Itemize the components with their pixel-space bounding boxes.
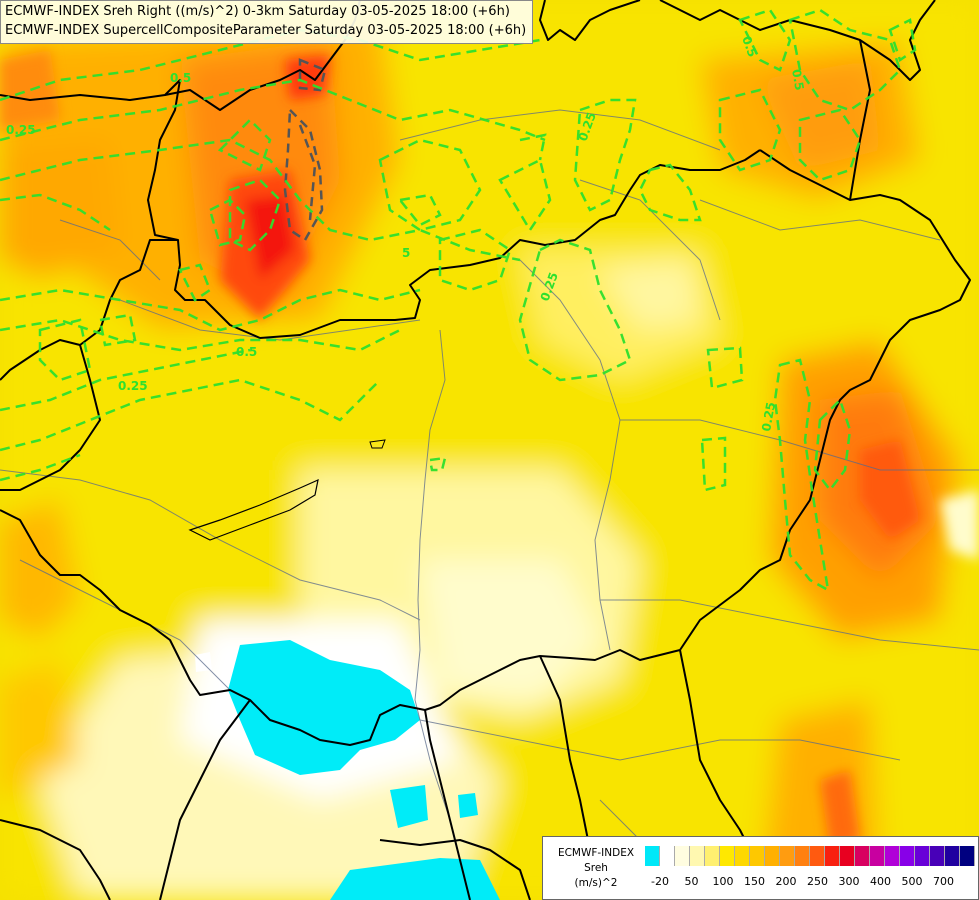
legend-tick-label: -20 bbox=[651, 875, 669, 888]
legend-tick-label: 200 bbox=[775, 875, 797, 888]
legend-swatch bbox=[705, 846, 720, 866]
legend-swatch bbox=[750, 846, 765, 866]
map-title-line-1: ECMWF-INDEX Sreh Right ((m/s)^2) 0-3km S… bbox=[5, 4, 510, 19]
negative-sreh-areas bbox=[195, 640, 500, 900]
rivers bbox=[0, 109, 979, 871]
contour-label: 0.25 bbox=[118, 379, 148, 393]
legend-tick-label: 300 bbox=[838, 875, 860, 888]
legend-tick-label: 100 bbox=[712, 875, 734, 888]
legend-swatch bbox=[810, 846, 825, 866]
legend-tick-label: 700 bbox=[933, 875, 954, 888]
legend-swatch bbox=[735, 846, 750, 866]
legend-tick-label: 400 bbox=[870, 875, 891, 888]
scp-high-contours bbox=[283, 58, 327, 242]
legend-swatch bbox=[660, 846, 675, 866]
legend-swatch bbox=[915, 846, 930, 866]
legend-swatch bbox=[780, 846, 795, 866]
map-title-line-2: ECMWF-INDEX SupercellCompositeParameter … bbox=[5, 23, 527, 38]
contour-label: 0.5 bbox=[236, 345, 257, 359]
sreh-field-peaks bbox=[0, 50, 979, 850]
contour-label: 0.5 bbox=[739, 34, 759, 59]
legend-color-scale bbox=[645, 846, 975, 866]
contour-label: 0.25 bbox=[759, 401, 778, 433]
legend-tick-label: 50 bbox=[684, 875, 699, 888]
legend-swatch bbox=[945, 846, 960, 866]
legend-swatch bbox=[900, 846, 915, 866]
legend-swatch bbox=[840, 846, 855, 866]
legend-unit: (m/s)^2 bbox=[574, 877, 618, 889]
legend-swatch bbox=[930, 846, 945, 866]
contour-label: 0.5 bbox=[789, 68, 806, 91]
legend-variable: Sreh bbox=[584, 862, 608, 874]
legend-swatch bbox=[645, 846, 660, 866]
legend-swatch bbox=[825, 846, 840, 866]
legend-swatch bbox=[795, 846, 810, 866]
legend-swatch bbox=[870, 846, 885, 866]
lake-balaton bbox=[188, 478, 319, 541]
contour-label: 5 bbox=[402, 246, 410, 260]
legend-swatch bbox=[765, 846, 780, 866]
color-legend: ECMWF-INDEX Sreh (m/s)^2 -20 50 100 150 200 2… bbox=[542, 836, 979, 900]
legend-swatch bbox=[720, 846, 735, 866]
legend-swatch bbox=[690, 846, 705, 866]
legend-tick-label: 500 bbox=[901, 875, 923, 888]
legend-swatch bbox=[855, 846, 870, 866]
legend-title: ECMWF-INDEX Sreh (m/s)^2 bbox=[549, 846, 643, 891]
legend-swatch bbox=[675, 846, 690, 866]
legend-swatch bbox=[885, 846, 900, 866]
legend-tick-label: 150 bbox=[744, 875, 765, 888]
legend-tick-label: 250 bbox=[807, 875, 828, 888]
legend-swatch bbox=[960, 846, 975, 866]
small-lake bbox=[369, 439, 386, 449]
contour-label: 0.5 bbox=[170, 71, 191, 85]
legend-model: ECMWF-INDEX bbox=[557, 847, 635, 859]
contour-label: 0.25 bbox=[6, 123, 36, 137]
map-title-box: ECMWF-INDEX Sreh Right ((m/s)^2) 0-3km S… bbox=[0, 0, 533, 44]
